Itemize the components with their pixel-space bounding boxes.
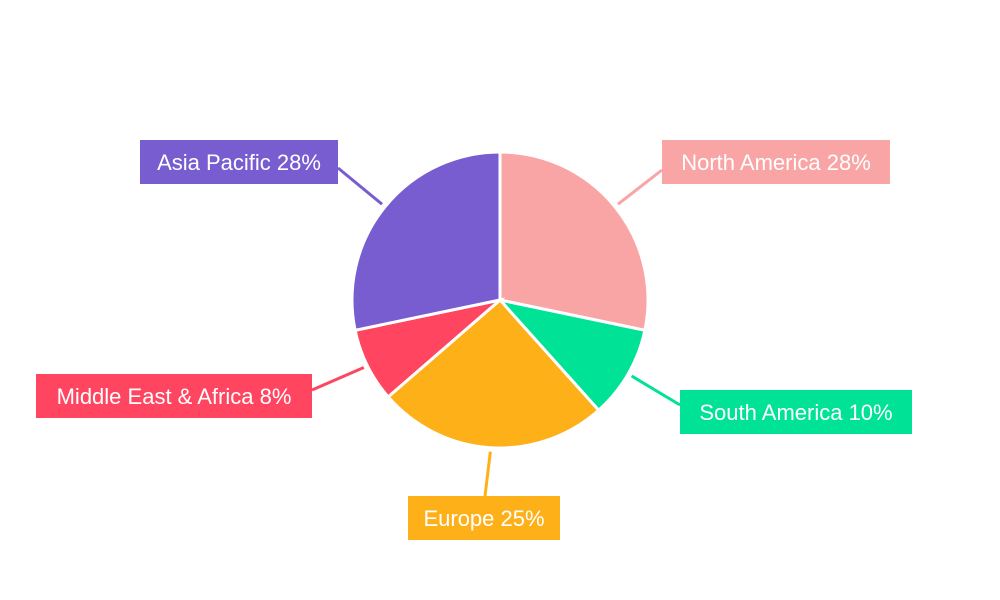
labels: North America 28% South America 10% Europe… [36, 140, 912, 540]
leader-line [617, 168, 663, 206]
slice-label: North America 28% [681, 150, 871, 175]
slice-label: Asia Pacific 28% [157, 150, 321, 175]
label-box [408, 496, 560, 540]
leader-line [311, 366, 365, 392]
slice-label: Europe 25% [423, 506, 544, 531]
pie-slice[interactable] [386, 297, 601, 450]
slices [350, 150, 650, 450]
pie-slice[interactable] [498, 150, 650, 333]
label-box [140, 140, 338, 184]
label-box [662, 140, 890, 184]
slice-label: Middle East & Africa 8% [57, 384, 292, 409]
leader-line [337, 166, 383, 206]
label-box [680, 390, 912, 434]
pie-slice[interactable] [350, 150, 502, 333]
label-box [36, 374, 312, 418]
slice-label: South America 10% [699, 400, 892, 425]
pie-slice[interactable] [495, 297, 647, 413]
leader-line [630, 374, 681, 407]
leader-line [483, 451, 492, 497]
